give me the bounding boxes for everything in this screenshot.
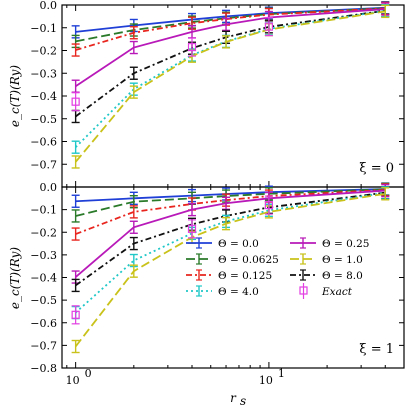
legend-item-t0: Θ = 0.0: [186, 237, 259, 250]
series-exact: [71, 195, 274, 325]
x-axis-label: 10 0 10 1 r s: [66, 367, 285, 406]
y-tick-label: −0.1: [30, 22, 57, 35]
x-tick-exponent: 0: [85, 367, 92, 380]
legend-label-t125: Θ = 0.125: [218, 270, 272, 282]
y-tick-label: −0.5: [30, 113, 57, 126]
y-tick-label: −0.2: [30, 226, 57, 239]
legend-label-t8: Θ = 8.0: [322, 270, 363, 282]
x-tick-exponent: 1: [278, 367, 285, 380]
plot-frame: [61, 4, 405, 188]
y-tick-label: −0.4: [30, 90, 57, 103]
series-line-t1: [74, 192, 386, 348]
legend-item-t4: Θ = 4.0: [186, 285, 259, 298]
y-tick-label: 0.0: [40, 181, 58, 194]
y-tick-label: −0.5: [30, 294, 57, 307]
x-tick-label: 10: [66, 374, 80, 387]
series-line-t4: [75, 191, 386, 314]
series-t125: [71, 183, 390, 241]
legend-item-t125: Θ = 0.125: [186, 269, 272, 282]
legend-item-t0625: Θ = 0.0625: [186, 253, 279, 266]
y-axis-label-bottom: e_c(T)(Ry): [8, 247, 22, 309]
series-line-t125: [75, 7, 386, 51]
y-tick-label: −0.7: [30, 339, 57, 352]
series-line-t4: [75, 9, 386, 148]
legend-label-t4: Θ = 4.0: [218, 286, 259, 298]
legend-label-t0625: Θ = 0.0625: [218, 254, 279, 266]
x-tick-labels: 10 0 10 1: [66, 367, 285, 387]
legend-label-exact: Exact: [321, 286, 353, 298]
y-tick-label: −0.1: [30, 204, 57, 217]
y-tick-label: −0.4: [30, 272, 57, 285]
y-tick-label: −0.3: [30, 249, 57, 262]
legend-item-t1: Θ = 1.0: [290, 253, 363, 266]
series-line-t25: [75, 189, 386, 278]
panel-xi-0: 0.0 −0.1 −0.2 −0.3 −0.4 −0.5 −0.6 −0.7 ξ = 0: [30, 0, 405, 188]
series-exact: [71, 17, 274, 112]
y-tick-label: −0.2: [30, 45, 57, 58]
legend-item-t25: Θ = 0.25: [290, 237, 369, 250]
y-tick-label: −0.8: [30, 362, 57, 375]
series-line-t0625: [75, 188, 386, 217]
panel-label: ξ = 1: [359, 342, 394, 357]
series-t125: [71, 1, 390, 57]
series-line-t0: [75, 188, 386, 203]
series-line-t0625: [75, 7, 386, 43]
series-line-t125: [75, 189, 386, 235]
x-axis-title: r: [230, 391, 237, 405]
series-t1: [71, 4, 390, 169]
legend-label-t1: Θ = 1.0: [322, 254, 363, 266]
y-axis-title: e_c(T)(Ry): [8, 247, 22, 309]
legend-label-t0: Θ = 0.0: [218, 238, 259, 250]
legend-label-t25: Θ = 0.25: [322, 238, 369, 250]
series-line-t8: [75, 9, 386, 118]
y-tick-label: −0.6: [30, 136, 57, 149]
series-line-t8: [75, 191, 386, 287]
y-tick-label: −0.6: [30, 317, 57, 330]
series-line-t1: [74, 10, 386, 163]
y-axis-title: e_c(T)(Ry): [8, 65, 22, 127]
x-tick-label: 10: [259, 374, 273, 387]
legend: Θ = 0.0 Θ = 0.0625 Θ = 0.125 Θ = 4.0 Θ = 0.2…: [186, 237, 369, 299]
panel-label: ξ = 0: [359, 161, 394, 176]
series-t4: [71, 186, 390, 320]
x-axis-title-subscript: s: [240, 394, 246, 406]
y-axis-label-top: e_c(T)(Ry): [8, 65, 22, 127]
series-t1: [71, 187, 390, 354]
y-tick-label: −0.7: [30, 158, 57, 171]
y-tick-label: −0.3: [30, 67, 57, 80]
series-line-t25: [75, 8, 386, 87]
series-t25: [71, 2, 390, 93]
panel-xi-1: 0.0 −0.1 −0.2 −0.3 −0.4 −0.5 −0.6 −0.7 −0.8 ξ = 1: [30, 181, 405, 375]
legend-item-exact: Exact: [299, 283, 353, 299]
y-tick-label: 0.0: [40, 0, 58, 12]
legend-item-t8: Θ = 8.0: [290, 269, 363, 282]
